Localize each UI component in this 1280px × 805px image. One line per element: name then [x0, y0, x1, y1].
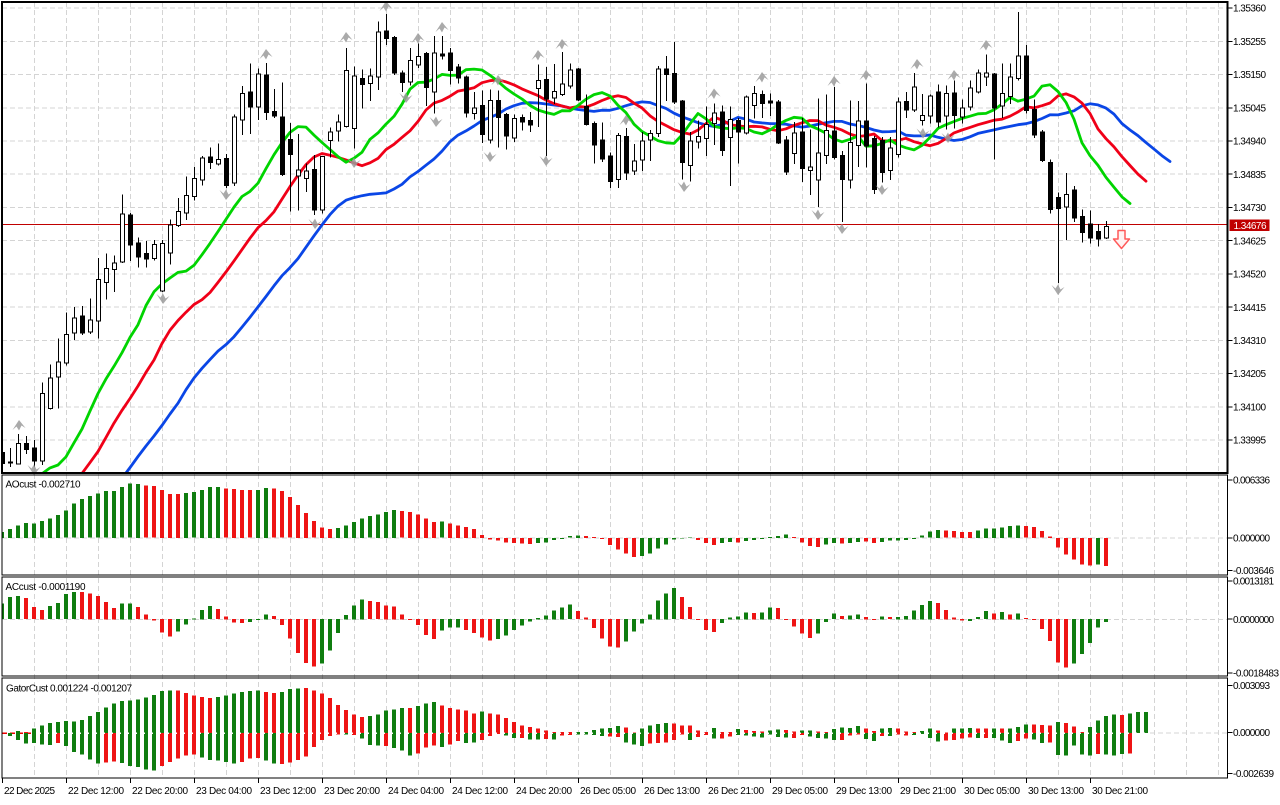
- svg-text:1.35150: 1.35150: [1233, 70, 1266, 81]
- svg-text:1.34310: 1.34310: [1233, 336, 1266, 347]
- svg-text:29 Dec 21:00: 29 Dec 21:00: [900, 786, 956, 797]
- svg-text:24 Dec 20:00: 24 Dec 20:00: [516, 786, 572, 797]
- svg-text:1.34100: 1.34100: [1233, 403, 1266, 414]
- svg-text:26 Dec 13:00: 26 Dec 13:00: [644, 786, 700, 797]
- svg-text:23 Dec 12:00: 23 Dec 12:00: [260, 786, 316, 797]
- svg-text:1.34625: 1.34625: [1233, 236, 1266, 247]
- svg-text:1.35360: 1.35360: [1233, 4, 1266, 15]
- svg-text:1.33995: 1.33995: [1233, 436, 1266, 447]
- svg-text:AOcust -0.002710: AOcust -0.002710: [6, 480, 81, 491]
- svg-text:ACcust -0.0001190: ACcust -0.0001190: [6, 582, 86, 593]
- svg-text:-0.003646: -0.003646: [1233, 566, 1274, 577]
- svg-text:0.006336: 0.006336: [1233, 476, 1270, 487]
- svg-text:GatorCust 0.001224 -0.001207: GatorCust 0.001224 -0.001207: [6, 684, 132, 695]
- svg-text:1.34730: 1.34730: [1233, 203, 1266, 214]
- svg-text:30 Dec 05:00: 30 Dec 05:00: [964, 786, 1020, 797]
- svg-text:22 Dec 2025: 22 Dec 2025: [4, 786, 55, 797]
- svg-text:1.34940: 1.34940: [1233, 137, 1266, 148]
- svg-text:23 Dec 20:00: 23 Dec 20:00: [324, 786, 380, 797]
- svg-text:1.34835: 1.34835: [1233, 170, 1266, 181]
- svg-text:1.34520: 1.34520: [1233, 270, 1266, 281]
- svg-text:1.35255: 1.35255: [1233, 37, 1266, 48]
- svg-text:22 Dec 12:00: 22 Dec 12:00: [68, 786, 124, 797]
- svg-text:0.0013181: 0.0013181: [1233, 577, 1274, 588]
- svg-text:26 Dec 21:00: 26 Dec 21:00: [708, 786, 764, 797]
- svg-text:1.34676: 1.34676: [1234, 221, 1267, 232]
- svg-text:30 Dec 21:00: 30 Dec 21:00: [1092, 786, 1148, 797]
- svg-text:1.34415: 1.34415: [1233, 303, 1266, 314]
- svg-text:24 Dec 04:00: 24 Dec 04:00: [388, 786, 444, 797]
- svg-text:22 Dec 20:00: 22 Dec 20:00: [132, 786, 188, 797]
- svg-text:0.0000000: 0.0000000: [1233, 615, 1274, 626]
- svg-text:29 Dec 13:00: 29 Dec 13:00: [836, 786, 892, 797]
- svg-text:29 Dec 05:00: 29 Dec 05:00: [772, 786, 828, 797]
- svg-text:24 Dec 12:00: 24 Dec 12:00: [452, 786, 508, 797]
- svg-text:0.000000: 0.000000: [1233, 533, 1270, 544]
- svg-text:-0.002639: -0.002639: [1233, 769, 1274, 780]
- svg-text:-0.0018483: -0.0018483: [1233, 669, 1279, 680]
- svg-text:23 Dec 04:00: 23 Dec 04:00: [196, 786, 252, 797]
- svg-text:1.34205: 1.34205: [1233, 369, 1266, 380]
- svg-text:30 Dec 13:00: 30 Dec 13:00: [1028, 786, 1084, 797]
- svg-text:0.000000: 0.000000: [1233, 728, 1270, 739]
- svg-text:0.003093: 0.003093: [1233, 681, 1270, 692]
- svg-text:1.35045: 1.35045: [1233, 103, 1266, 114]
- svg-text:26 Dec 05:00: 26 Dec 05:00: [580, 786, 636, 797]
